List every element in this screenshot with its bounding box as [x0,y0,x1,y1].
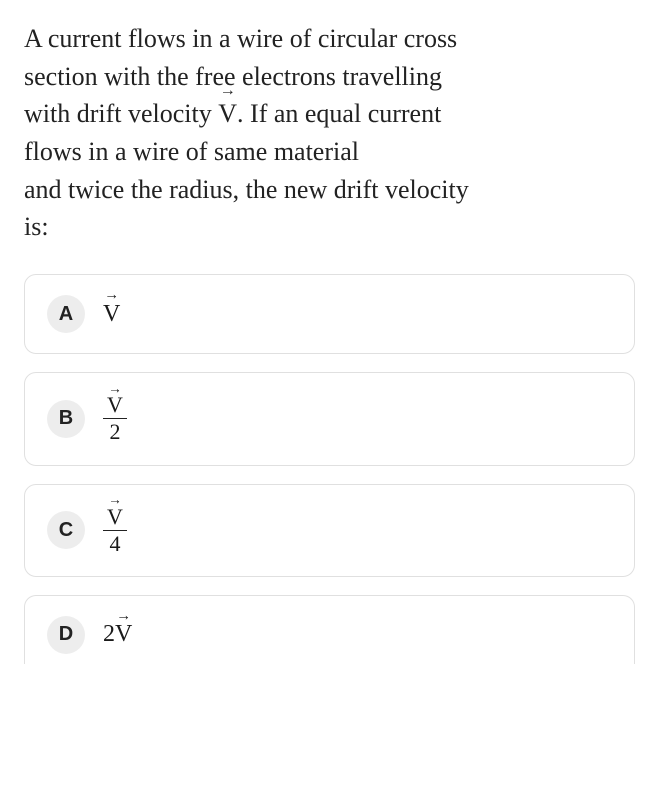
q-line6: is: [24,212,49,241]
option-d-coef: 2 [103,621,115,648]
option-c-denominator: 4 [109,531,120,556]
q-line3-suffix: . If an equal current [237,99,441,128]
option-d-content: 2 →V [103,621,132,648]
option-c-fraction: → V 4 [103,505,127,556]
q-line3-prefix: with drift velocity [24,99,218,128]
vec-arrow-icon: → [103,292,120,299]
option-b-vec: → V [107,393,123,417]
option-a-vec: → V [103,301,120,328]
q-line4: flows in a wire of same material [24,137,359,166]
option-d-vec: →V [115,621,132,648]
option-c-numerator: → V [103,505,127,531]
option-d-letter: D [47,616,85,654]
option-c-letter: C [47,511,85,549]
option-a-content: → V [103,301,120,328]
option-b-denominator: 2 [109,419,120,444]
option-b-numerator: → V [103,393,127,419]
option-b-fraction: → V 2 [103,393,127,444]
vec-arrow-icon: → [107,386,123,393]
q-line5: and twice the radius, the new drift velo… [24,175,469,204]
option-b[interactable]: B → V 2 [24,372,635,465]
option-a-letter: A [47,295,85,333]
options-list: A → V B → V 2 [24,274,635,664]
question-container: A current flows in a wire of circular cr… [0,0,659,684]
q-line1: A current flows in a wire of circular cr… [24,24,457,53]
option-b-letter: B [47,400,85,438]
option-c[interactable]: C → V 4 [24,484,635,577]
option-c-content: → V 4 [103,505,127,556]
q-vec-V: →V [218,95,237,133]
vec-arrow-icon: → [115,613,132,620]
option-b-content: → V 2 [103,393,127,444]
option-a[interactable]: A → V [24,274,635,354]
question-text: A current flows in a wire of circular cr… [24,20,635,246]
option-d[interactable]: D 2 →V [24,595,635,664]
vec-arrow-icon: → [107,497,123,504]
option-c-vec: → V [107,505,123,529]
vec-arrow-icon: → [218,87,237,95]
